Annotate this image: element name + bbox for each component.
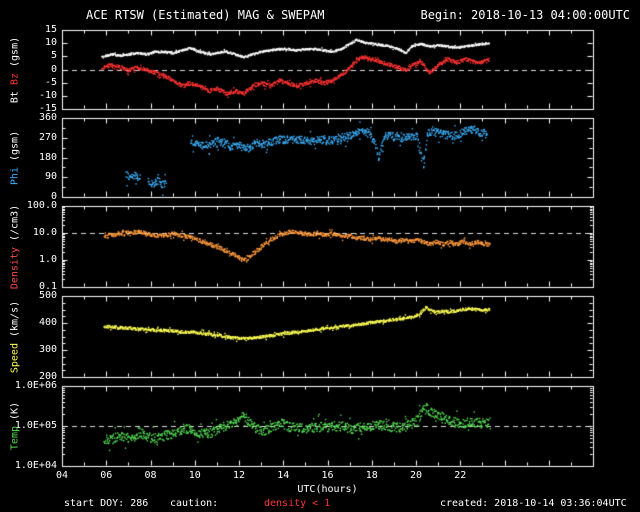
axis-label-part: (gsm) xyxy=(9,36,21,73)
y-tick-temp-1.0E+04: 1.0E+04 xyxy=(14,460,57,471)
x-tick-10: 10 xyxy=(188,470,201,481)
y-axis-label-speed: Speed (km/s) xyxy=(10,300,21,372)
axis-label-part: Phi xyxy=(9,166,21,185)
y-tick-phi-0: 0 xyxy=(50,191,57,202)
axis-label-part: (gsm) xyxy=(9,130,21,167)
y-tick-speed-400: 400 xyxy=(38,317,57,328)
footer-caution-label: caution: xyxy=(170,498,219,509)
x-tick-22: 22 xyxy=(454,470,467,481)
y-tick-density-1.0: 1.0 xyxy=(38,254,57,265)
y-tick-mag--10: -10 xyxy=(38,89,57,101)
axis-label-part: Bt xyxy=(9,90,21,103)
y-tick-mag--5: -5 xyxy=(44,76,57,88)
y-tick-temp-1.0E+05: 1.0E+05 xyxy=(14,420,57,431)
axis-label-part: (km/s) xyxy=(9,300,21,343)
axis-label-part: (K) xyxy=(9,401,21,426)
y-tick-density-0.1: 0.1 xyxy=(38,281,57,292)
x-tick-16: 16 xyxy=(321,470,334,481)
y-tick-temp-1.0E+06: 1.0E+06 xyxy=(14,380,57,391)
y-tick-mag-5: 5 xyxy=(50,50,57,62)
x-tick-20: 20 xyxy=(409,470,423,481)
y-tick-phi-360: 360 xyxy=(38,112,57,123)
y-axis-label-temp: Temp (K) xyxy=(10,402,21,450)
y-tick-density-10.0: 10.0 xyxy=(32,227,57,238)
footer-created-timestamp: created: 2018-10-14 03:36:04UTC xyxy=(440,498,627,509)
x-tick-14: 14 xyxy=(277,470,290,481)
x-tick-04: 04 xyxy=(55,470,69,481)
y-tick-speed-200: 200 xyxy=(38,371,57,382)
y-tick-mag--15: -15 xyxy=(38,103,57,114)
footer-start-doy: start DOY: 286 xyxy=(64,498,149,509)
y-tick-speed-500: 500 xyxy=(38,290,57,301)
y-axis-label-mag: Bt Bz (gsm) xyxy=(10,36,21,102)
axis-label-part: Bz xyxy=(9,72,21,91)
axis-label-part: Speed xyxy=(9,342,21,373)
axis-label-part: (/cm3) xyxy=(9,204,21,247)
y-tick-phi-90: 90 xyxy=(44,171,57,183)
y-tick-phi-270: 270 xyxy=(38,131,57,143)
axis-label-part: Density xyxy=(9,246,21,289)
x-axis-title: UTC(hours) xyxy=(297,484,358,495)
x-tick-12: 12 xyxy=(232,470,246,481)
x-tick-08: 08 xyxy=(144,470,157,481)
y-tick-density-100.0: 100.0 xyxy=(26,200,57,211)
y-tick-speed-300: 300 xyxy=(38,344,57,355)
y-tick-mag-10: 10 xyxy=(44,37,57,49)
footer-caution-value: density < 1 xyxy=(264,498,331,509)
y-tick-mag-0: 0 xyxy=(50,63,57,75)
y-tick-mag-15: 15 xyxy=(44,24,57,35)
y-axis-label-density: Density (/cm3) xyxy=(10,204,21,288)
axis-label-part: Temp xyxy=(9,426,21,451)
x-tick-18: 18 xyxy=(365,470,378,481)
y-axis-label-phi: Phi (gsm) xyxy=(10,130,21,184)
x-tick-06: 06 xyxy=(100,470,113,481)
y-tick-phi-180: 180 xyxy=(38,151,57,163)
